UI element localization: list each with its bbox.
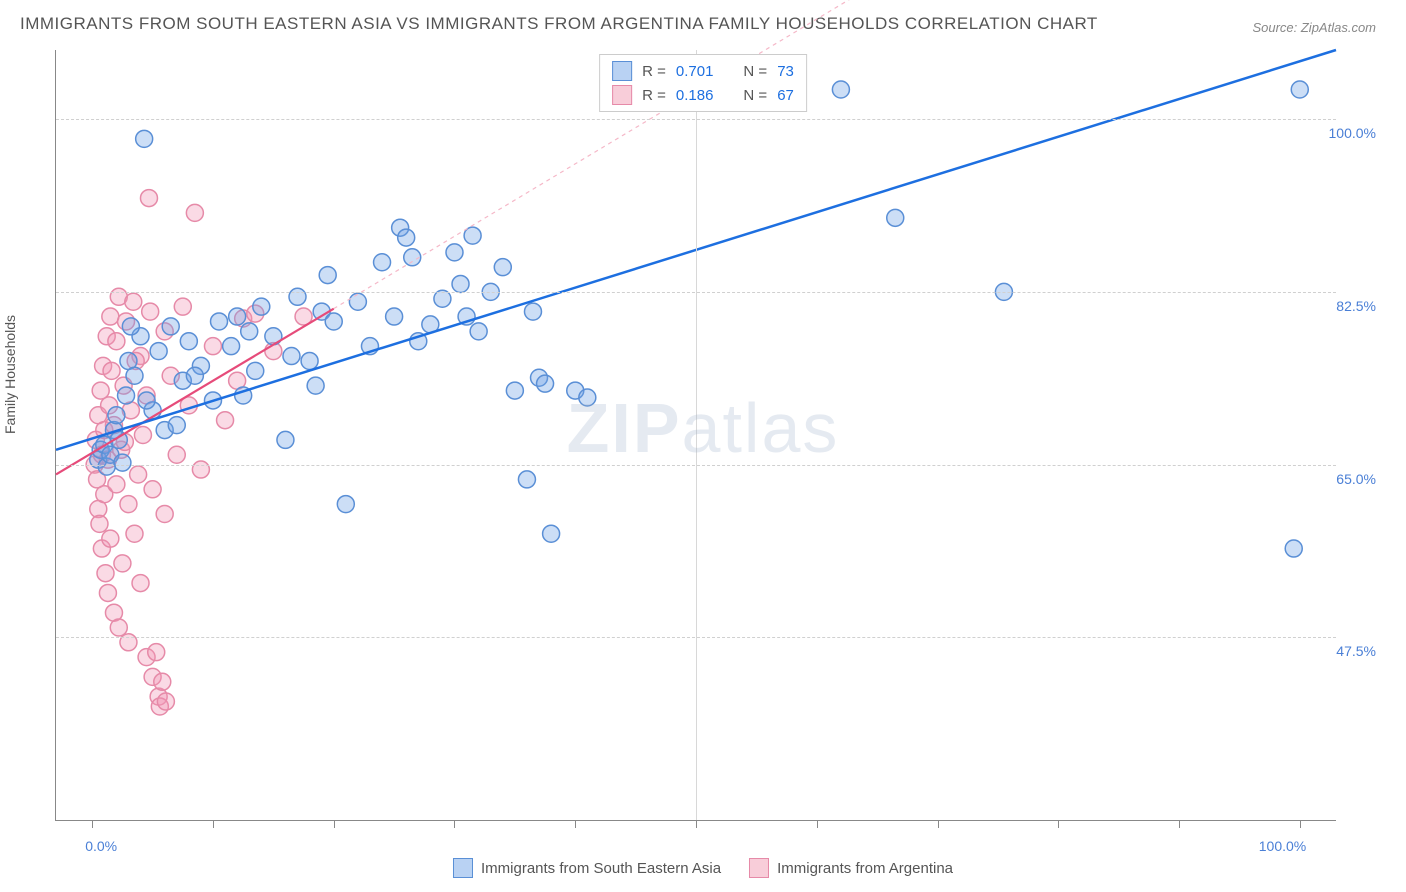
legend-sea-label: Immigrants from South Eastern Asia [481, 860, 721, 877]
swatch-sea-bottom [453, 858, 473, 878]
legend-stats-box: R = 0.701 N = 73 R = 0.186 N = 67 [599, 54, 807, 112]
legend-arg-label: Immigrants from Argentina [777, 860, 953, 877]
legend-n-prefix: N = [743, 87, 767, 104]
legend-r-prefix: R = [642, 87, 666, 104]
legend-sea-n: 73 [777, 63, 794, 80]
legend-stats-row-sea: R = 0.701 N = 73 [612, 59, 794, 83]
y-tick-label: 47.5% [1336, 643, 1376, 659]
legend-arg-n: 67 [777, 87, 794, 104]
legend-stats-row-arg: R = 0.186 N = 67 [612, 83, 794, 107]
swatch-sea [612, 61, 632, 81]
chart-plot-area [55, 50, 1336, 821]
legend-arg-r: 0.186 [676, 87, 714, 104]
legend-sea-r: 0.701 [676, 63, 714, 80]
x-tick-label: 100.0% [1259, 838, 1306, 854]
legend-n-prefix: N = [743, 63, 767, 80]
y-tick-label: 100.0% [1329, 125, 1376, 141]
chart-title: IMMIGRANTS FROM SOUTH EASTERN ASIA VS IM… [20, 14, 1098, 34]
legend-r-prefix: R = [642, 63, 666, 80]
swatch-arg-bottom [749, 858, 769, 878]
y-axis-label: Family Households [2, 315, 18, 434]
legend-item-arg: Immigrants from Argentina [749, 858, 953, 878]
swatch-arg [612, 85, 632, 105]
source-label: Source: ZipAtlas.com [1252, 20, 1376, 35]
legend-series: Immigrants from South Eastern Asia Immig… [453, 858, 953, 878]
y-tick-label: 65.0% [1336, 471, 1376, 487]
legend-item-sea: Immigrants from South Eastern Asia [453, 858, 721, 878]
x-tick-label: 0.0% [85, 838, 117, 854]
y-tick-label: 82.5% [1336, 298, 1376, 314]
